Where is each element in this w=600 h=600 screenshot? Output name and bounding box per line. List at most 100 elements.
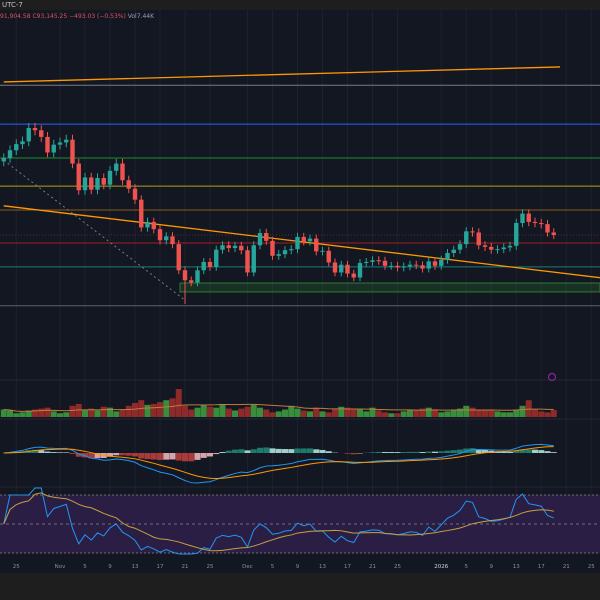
candle-body	[501, 247, 506, 250]
candle-body	[420, 265, 425, 269]
volume-bar	[38, 408, 45, 417]
candle	[482, 241, 488, 251]
macd-histogram-bar	[188, 453, 195, 462]
candle	[326, 246, 331, 267]
macd-histogram-bar	[307, 448, 313, 453]
volume-bar	[425, 407, 432, 417]
candle	[407, 260, 413, 271]
candle-body	[14, 144, 19, 151]
macd-histogram-bar	[432, 451, 438, 453]
candle	[70, 134, 75, 169]
macd-histogram-bar	[144, 453, 151, 460]
volume-bar	[282, 409, 288, 417]
candle-body	[214, 249, 219, 267]
candle-body	[457, 244, 463, 250]
candle-body	[514, 223, 519, 246]
macd-histogram-bar	[350, 453, 357, 455]
candle-body	[395, 265, 400, 268]
candle	[220, 241, 225, 254]
x-tick-label: 21	[182, 564, 189, 570]
volume-bar	[238, 408, 245, 417]
x-tick-label: 9	[108, 564, 112, 570]
candle-body	[401, 266, 406, 268]
macd-histogram-bar	[38, 450, 45, 453]
volume-bar	[13, 413, 20, 417]
close-value: C93,145.25	[32, 13, 68, 20]
macd-histogram-bar	[175, 453, 182, 461]
candle-body	[301, 236, 306, 242]
volume-bar	[250, 404, 257, 417]
volume-bar	[319, 411, 326, 417]
volume-bar	[107, 407, 113, 417]
macd-histogram-bar	[169, 453, 176, 460]
macd-histogram-bar	[57, 452, 63, 453]
candle-body	[251, 245, 256, 273]
volume-bar	[350, 408, 357, 417]
volume-bar	[213, 407, 220, 417]
candle-body	[26, 128, 31, 142]
macd-histogram-bar	[238, 449, 245, 453]
candle	[276, 250, 281, 260]
candle-body	[176, 244, 181, 271]
bottom-panel	[0, 573, 600, 600]
macd-histogram-bar	[525, 449, 532, 453]
macd-histogram-bar	[44, 451, 51, 453]
volume-bar	[132, 403, 138, 417]
macd-histogram-bar	[400, 452, 407, 453]
volume-bar	[313, 407, 320, 417]
x-tick-label: 13	[513, 564, 520, 570]
volume-bar	[75, 403, 82, 417]
macd-histogram-bar	[94, 453, 101, 459]
chart-canvas[interactable]: 25 Nov 5 9 13 17 21 25 Dec 5 9 13 17 21 25 2026 5 9 13 17 21…	[0, 8, 600, 573]
candle	[532, 217, 538, 228]
candle	[120, 158, 125, 185]
volume-bar	[207, 406, 213, 417]
candle-body	[264, 233, 269, 241]
volume-bar	[144, 404, 151, 417]
candle-body	[164, 236, 169, 241]
candle-body	[495, 249, 500, 251]
candle-body	[532, 221, 538, 224]
candle-body	[389, 265, 394, 267]
timezone-label: UTC-7	[2, 1, 23, 9]
x-tick-label: 25	[588, 564, 595, 570]
candle-body	[526, 213, 531, 222]
volume-bar	[475, 409, 482, 417]
candle-body	[195, 270, 200, 283]
candle-body	[295, 236, 300, 250]
candle	[101, 173, 106, 190]
macd-histogram-bar	[288, 449, 295, 453]
macd-line	[3, 443, 554, 484]
candle-body	[426, 261, 431, 269]
candle-body	[120, 163, 125, 181]
candle-body	[45, 136, 50, 153]
macd-histogram-bar	[357, 453, 363, 454]
candle-body	[539, 223, 544, 225]
candle-body	[320, 250, 325, 252]
candle	[226, 241, 231, 253]
candle	[420, 261, 425, 273]
volume-bar	[375, 410, 382, 417]
candle	[195, 266, 200, 287]
candle	[157, 224, 163, 245]
candle	[151, 217, 156, 234]
volume-bar	[300, 410, 307, 417]
candle-body	[132, 188, 138, 200]
candle	[45, 131, 50, 158]
volume-bar	[388, 413, 395, 417]
volume-bar	[113, 411, 120, 417]
candle	[289, 245, 294, 255]
macd-histogram-bar	[444, 450, 451, 453]
candle-body	[245, 250, 250, 273]
volume-bar	[219, 403, 226, 417]
volume-bar	[200, 404, 207, 417]
candle-body	[1, 158, 6, 162]
candle	[51, 139, 56, 158]
macd-histogram-bar	[282, 449, 288, 453]
candle-body	[345, 264, 350, 274]
candle	[351, 269, 356, 282]
candle	[1, 153, 6, 167]
candle-body	[464, 231, 469, 245]
x-tick-label: Nov	[55, 564, 66, 570]
candle	[132, 184, 138, 205]
